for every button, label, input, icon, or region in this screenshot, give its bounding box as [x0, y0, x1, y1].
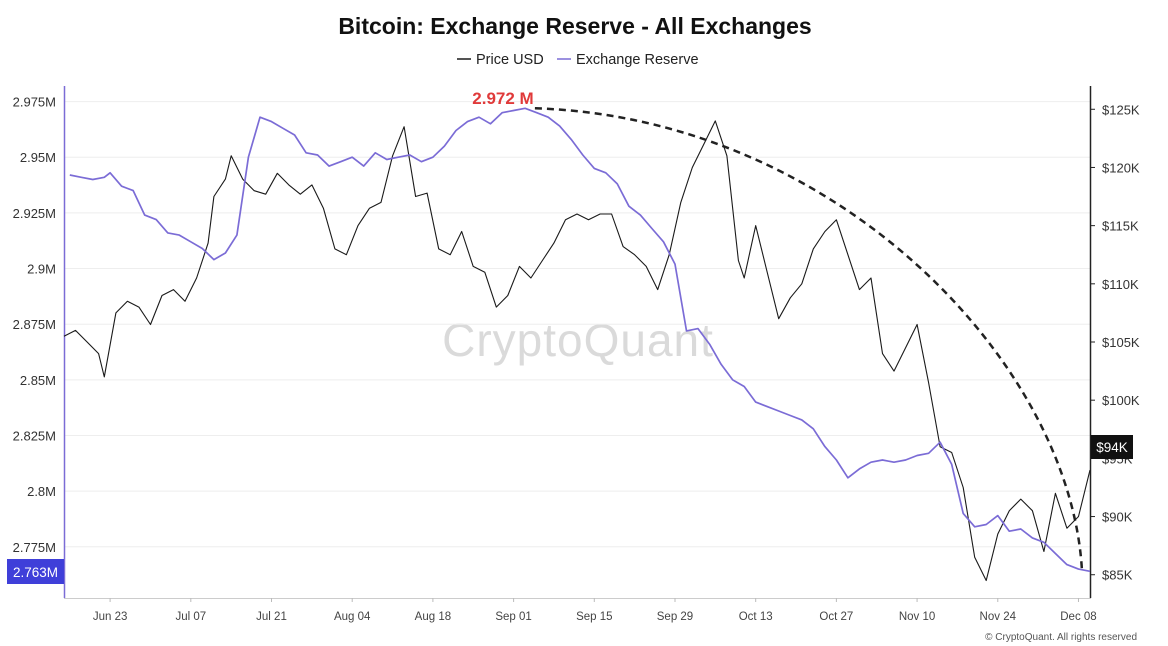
x-tick-label: Jul 07: [175, 611, 206, 623]
current-reserve-badge: 2.763M: [7, 559, 64, 584]
right-y-tick-label: $120K: [1102, 160, 1140, 175]
copyright-notice: © CryptoQuant. All rights reserved: [985, 632, 1137, 643]
x-tick-label: Oct 13: [739, 611, 773, 623]
left-y-axis-ticks: 2.775M 2.8M 2.825M 2.85M 2.875M 2.9M 2.925M 2.9…: [13, 95, 56, 555]
trend-curve: [534, 107, 1084, 572]
left-y-tick-label: 2.925M: [13, 206, 56, 221]
x-tick-label: Oct 27: [819, 611, 853, 623]
legend-reserve-label[interactable]: Exchange Reserve: [576, 52, 699, 68]
peak-annotation-label: 2.972 M: [472, 89, 533, 108]
x-tick-label: Aug 04: [334, 611, 371, 623]
right-y-tick-label: $85K: [1102, 568, 1133, 583]
current-price-badge: $94K: [1091, 435, 1133, 459]
x-tick-label: Jul 21: [256, 611, 287, 623]
x-tick-label: Aug 18: [415, 611, 451, 623]
right-y-tick-label: $110K: [1102, 277, 1139, 292]
x-tick-label: Sep 01: [495, 611, 531, 623]
gridlines: [64, 101, 1090, 548]
left-y-tick-label: 2.775M: [13, 540, 56, 555]
left-y-tick-label: 2.875M: [13, 317, 56, 332]
legend: Price USD Exchange Reserve: [457, 52, 699, 68]
left-y-tick-label: 2.975M: [13, 95, 56, 110]
series-line-exchange-reserve[interactable]: [69, 107, 1091, 573]
x-tick-label: Nov 10: [899, 611, 935, 623]
current-reserve-badge-bg: [7, 559, 64, 584]
current-price-badge-bg: [1091, 435, 1133, 459]
left-y-tick-label: 2.9M: [27, 262, 56, 277]
chart-title: Bitcoin: Exchange Reserve - All Exchange…: [338, 13, 811, 39]
x-axis-ticks: Jun 23 Jul 07 Jul 21 Aug 04 Aug 18 Sep 01 Sep …: [93, 598, 1097, 623]
x-tick-label: Nov 24: [980, 611, 1017, 623]
right-y-tick-label: $90K: [1102, 510, 1133, 525]
current-price-badge-label: $94K: [1096, 440, 1128, 455]
left-y-tick-label: 2.95M: [20, 150, 56, 165]
x-tick-label: Dec 08: [1060, 611, 1096, 623]
left-y-tick-label: 2.825M: [13, 428, 56, 443]
series-line-price-usd[interactable]: [63, 120, 1091, 582]
right-y-tick-label: $115K: [1102, 219, 1139, 234]
right-y-tick-label: $100K: [1102, 393, 1140, 408]
right-y-tick-label: $125K: [1102, 102, 1140, 117]
x-tick-label: Sep 29: [657, 611, 693, 623]
right-y-axis-ticks: $85K$90K$95K$100K$105K$110K$115K$120K$12…: [1090, 102, 1140, 583]
right-y-tick-label: $105K: [1102, 335, 1140, 350]
x-tick-label: Jun 23: [93, 611, 128, 623]
watermark: CryptoQuant: [442, 314, 714, 366]
current-reserve-badge-label: 2.763M: [13, 565, 58, 580]
x-tick-label: Sep 15: [576, 611, 612, 623]
left-y-tick-label: 2.85M: [20, 373, 56, 388]
left-y-tick-label: 2.8M: [27, 484, 56, 499]
legend-price-label[interactable]: Price USD: [476, 52, 544, 68]
